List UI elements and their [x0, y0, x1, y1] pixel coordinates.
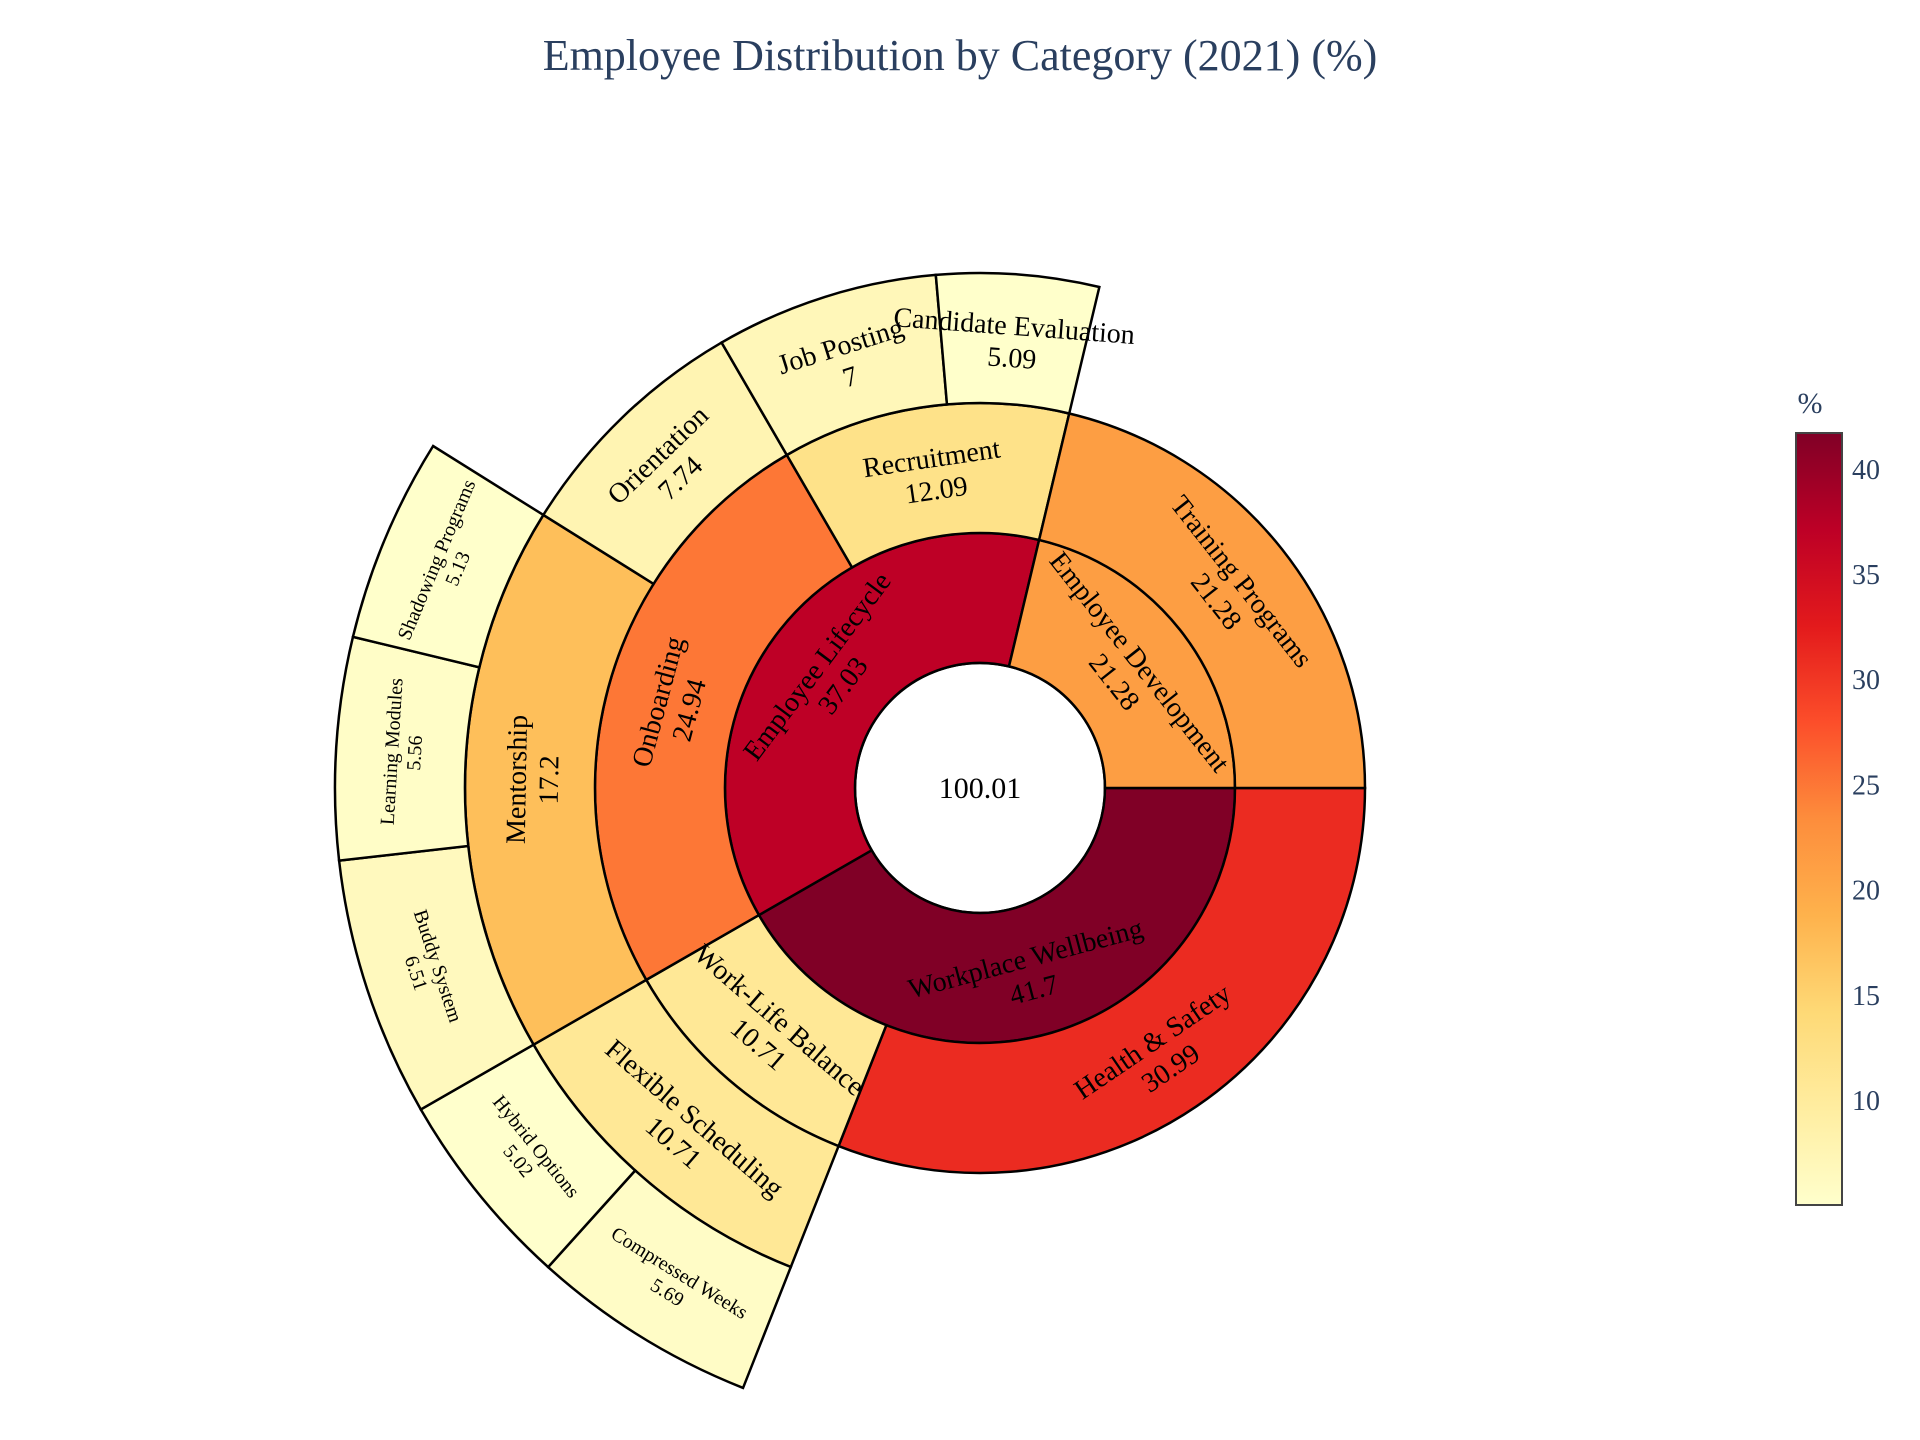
colorbar-tick-30: 30	[1852, 665, 1880, 696]
segment-shadowing-programs[interactable]	[351, 444, 546, 669]
colorbar-tick-35: 35	[1852, 560, 1880, 591]
colorbar-tick-20: 20	[1852, 876, 1880, 907]
colorbar-tick-25: 25	[1852, 770, 1880, 801]
segment-training-programs[interactable]	[1037, 411, 1367, 790]
chart-title: Employee Distribution by Category (2021)…	[542, 31, 1378, 80]
segment-health-safety[interactable]	[836, 786, 1367, 1175]
colorbar-title: %	[1798, 387, 1823, 420]
segment-candidate-evaluation[interactable]	[934, 271, 1101, 415]
root-value-label: 100.01	[939, 772, 1022, 805]
segment-label-mentorship: Mentorship17.2	[501, 715, 567, 845]
colorbar: % 10 15 20 25 30 35 40	[1795, 387, 1880, 1206]
colorbar-tick-10: 10	[1852, 1086, 1880, 1117]
colorbar-tick-15: 15	[1852, 981, 1880, 1012]
colorbar-gradient	[1795, 432, 1843, 1206]
colorbar-tick-40: 40	[1852, 455, 1880, 486]
